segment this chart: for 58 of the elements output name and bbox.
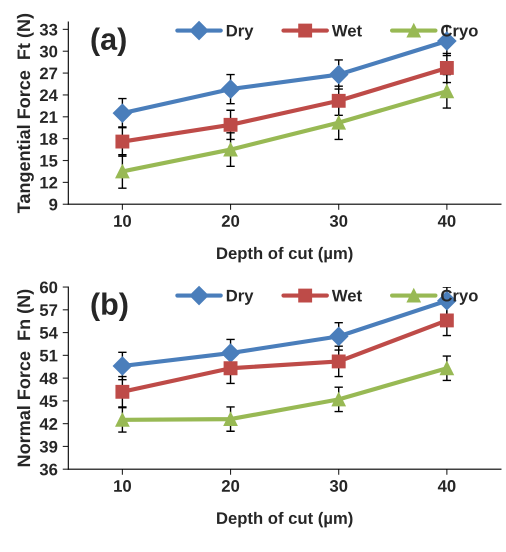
y-tick-label: 33 xyxy=(40,24,58,36)
y-tick-label: 45 xyxy=(40,395,58,408)
point xyxy=(115,384,130,399)
point xyxy=(329,65,348,84)
x-axis-title: Depth of cut (µm) xyxy=(217,246,352,262)
point xyxy=(440,61,454,75)
point xyxy=(329,326,348,346)
point xyxy=(332,116,346,130)
y-tick-label: 27 xyxy=(40,67,58,80)
point xyxy=(332,354,346,368)
point xyxy=(115,412,130,427)
point xyxy=(440,361,454,376)
x-tick-label: 20 xyxy=(222,215,240,227)
annotation: (a) xyxy=(91,28,126,56)
x-tick-label: 40 xyxy=(438,480,456,492)
legend-label: Dry xyxy=(226,24,254,40)
point xyxy=(440,313,454,328)
y-tick-label: 9 xyxy=(49,198,58,210)
annotation: (b) xyxy=(91,292,128,321)
y-tick-label: 54 xyxy=(40,327,58,339)
x-tick-label: 20 xyxy=(222,480,240,492)
point xyxy=(332,392,346,406)
y-tick-label: 51 xyxy=(40,350,58,362)
point xyxy=(221,80,240,99)
point xyxy=(332,94,346,108)
y-tick-label: 30 xyxy=(40,46,58,58)
y-tick-label: 12 xyxy=(40,176,58,188)
y-tick-label: 15 xyxy=(40,155,58,167)
x-tick-label: 10 xyxy=(114,480,131,492)
y-tick-label: 57 xyxy=(40,304,58,316)
y-tick-label: 60 xyxy=(40,281,58,294)
y-axis-title: Tangential Force Ft (N) xyxy=(16,14,34,214)
y-tick-label: 24 xyxy=(40,89,58,101)
point xyxy=(224,118,238,132)
y-axis-title: Normal Force Fn (N) xyxy=(16,290,34,466)
x-tick-label: 30 xyxy=(330,215,348,227)
point xyxy=(224,361,238,376)
y-tick-label: 21 xyxy=(40,111,58,123)
x-tick-label: 30 xyxy=(330,480,348,492)
legend-label: Wet xyxy=(332,24,362,37)
point xyxy=(224,142,238,157)
y-tick-label: 48 xyxy=(40,372,58,384)
y-tick-label: 18 xyxy=(40,133,58,145)
point xyxy=(224,412,238,426)
legend-label: Dry xyxy=(226,290,254,305)
y-tick-label: 36 xyxy=(40,464,58,476)
x-tick-label: 10 xyxy=(114,215,131,227)
x-axis-title: Depth of cut (µm) xyxy=(217,512,352,528)
point xyxy=(115,134,130,149)
legend-label: Wet xyxy=(332,290,362,302)
x-tick-label: 40 xyxy=(438,215,456,227)
point xyxy=(115,164,130,178)
point xyxy=(112,104,132,123)
point xyxy=(221,344,240,363)
y-tick-label: 39 xyxy=(40,440,58,453)
y-tick-label: 42 xyxy=(40,418,58,430)
point xyxy=(112,356,132,376)
point xyxy=(440,84,454,98)
